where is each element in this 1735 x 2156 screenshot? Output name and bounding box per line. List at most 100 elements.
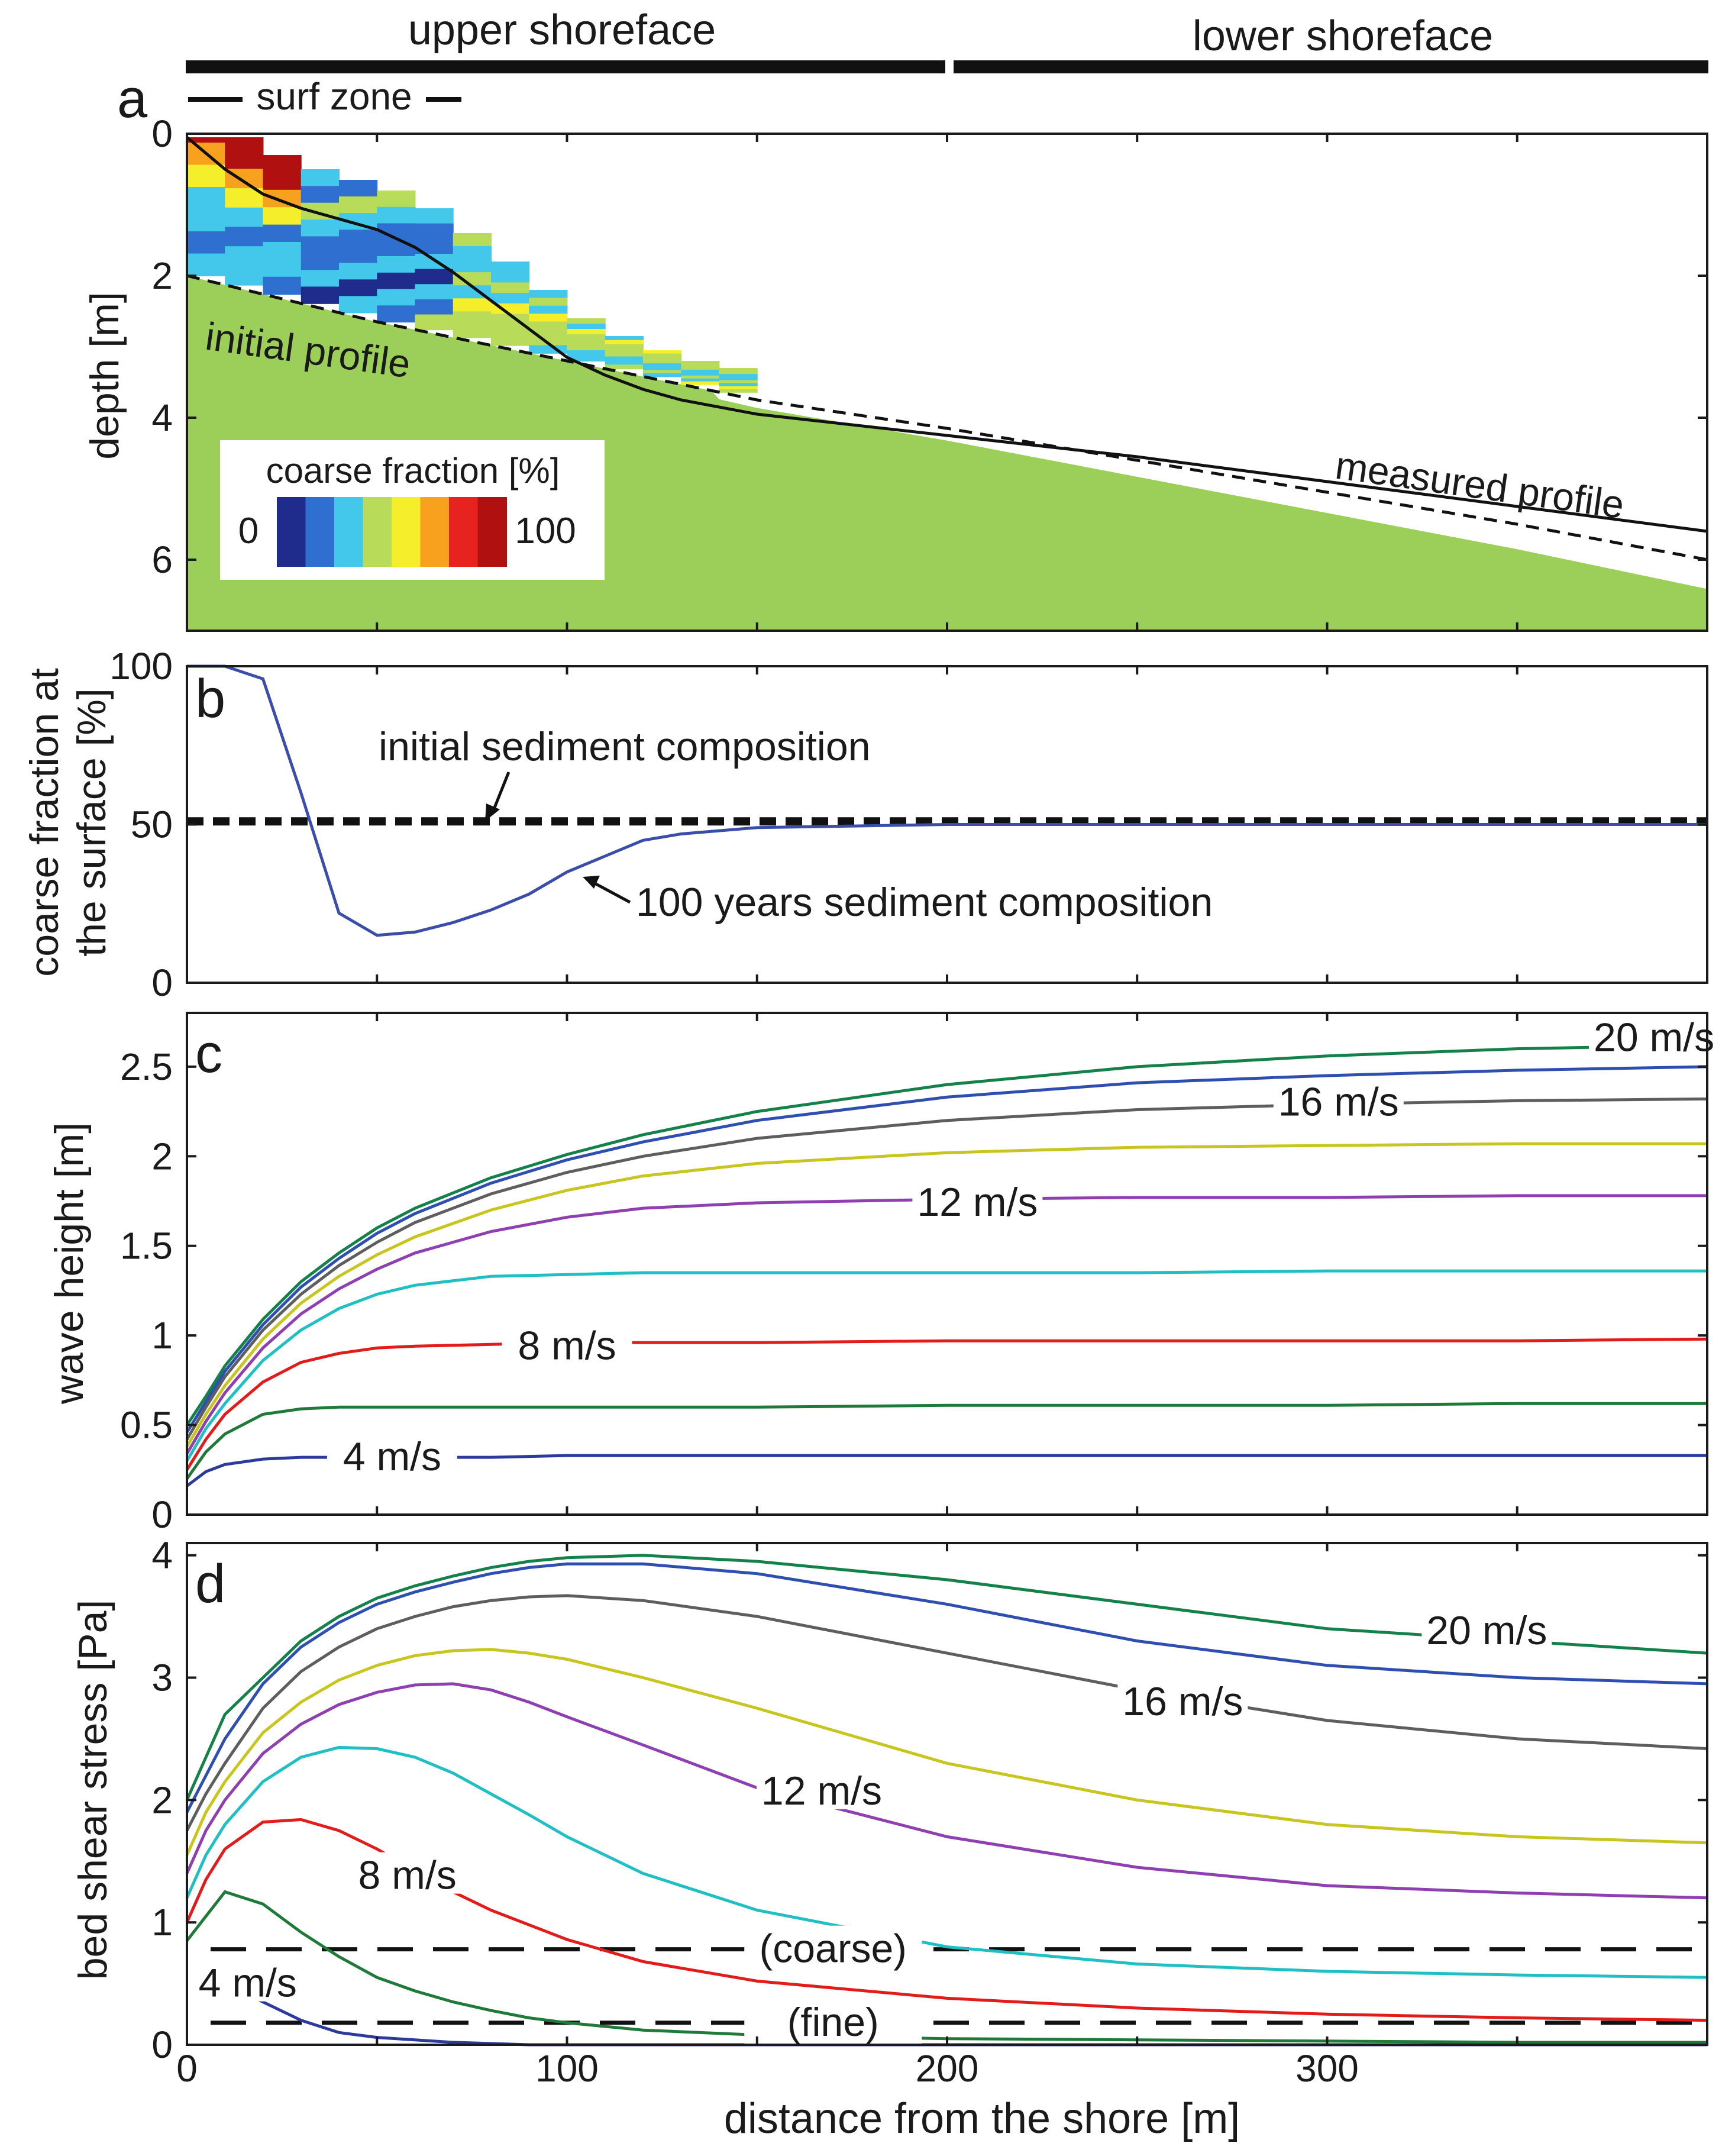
coarse-cell — [453, 233, 492, 247]
panel-d: d bed shear stress [Pa] 4 m/s 8 m/s 12 m/s… — [70, 1534, 1708, 2066]
coarse-cell — [225, 227, 264, 247]
coarse-cell — [339, 246, 378, 264]
coarse-cell — [225, 246, 264, 266]
colorbar-max-label: 100 — [515, 511, 576, 551]
colorbar-swatch — [363, 497, 392, 567]
wind-series-line — [185, 1142, 1707, 1448]
colorbar-swatch — [449, 497, 479, 567]
coarse-cell — [453, 259, 492, 273]
colorbar-swatch — [277, 497, 306, 567]
ytick-label: 4 — [151, 396, 173, 439]
coarse-cell — [605, 348, 644, 353]
coarse-cell — [605, 356, 644, 362]
panel-c-yticks: 0 0.5 1 1.5 2 2.5 — [120, 1013, 1708, 1536]
ytick-label: 100 — [109, 645, 173, 688]
coarse-cell — [567, 345, 606, 351]
shoreface-header: upper shoreface lower shoreface surf zon… — [186, 7, 1708, 118]
series-label: 4 m/s — [199, 1961, 297, 2006]
colorbar-min-label: 0 — [238, 511, 259, 551]
threshold-label-bg — [744, 1999, 922, 2044]
years-composition-line — [187, 664, 1707, 937]
series-label-bg — [182, 1960, 313, 2002]
wind-series-line — [185, 1065, 1708, 1434]
upper-shoreface-label: upper shoreface — [408, 7, 716, 54]
lower-shoreface-label: lower shoreface — [1193, 12, 1493, 60]
colorbar-swatch — [392, 497, 421, 567]
panel-a-letter: a — [117, 69, 148, 129]
coarse-cell — [187, 253, 226, 276]
panel-d-plot: 4 m/s 8 m/s 12 m/s 16 m/s 20 m/s (coarse) (fin… — [182, 1554, 1708, 2047]
coarse-cell — [567, 334, 606, 340]
colorbar-title: coarse fraction [%] — [266, 451, 560, 490]
panel-d-letter: d — [195, 1554, 225, 1614]
coarse-cell — [491, 334, 530, 346]
ytick-label: 0 — [151, 961, 173, 1004]
series-label-bg — [1421, 1607, 1552, 1649]
coarse-cell — [301, 270, 340, 288]
colorbar: coarse fraction [%] 0 100 — [220, 440, 605, 580]
wind-series-line — [186, 1890, 1707, 2044]
series-label: 12 m/s — [761, 1768, 882, 1813]
ytick-label: 3 — [151, 1657, 173, 1699]
surf-zone-label: surf zone — [256, 75, 412, 118]
colorbar-swatch — [305, 497, 335, 567]
coarse-cell — [681, 363, 720, 367]
coarse-cell — [643, 360, 682, 364]
coarse-cell — [567, 340, 606, 346]
wind-series-line — [185, 1194, 1707, 1455]
coarse-cell — [567, 329, 606, 335]
measured-profile-line — [186, 136, 1708, 533]
panel-c-plot: 4 m/s 8 m/s 12 m/s 16 m/s 20 m/s — [185, 1014, 1720, 1487]
xtick-label: 0 — [176, 2047, 198, 2090]
wind-series-line — [185, 1269, 1707, 1462]
series-label: 16 m/s — [1278, 1079, 1399, 1124]
coarse-cell — [339, 230, 378, 247]
coarse-cell — [263, 224, 302, 243]
coarse-cell — [187, 231, 226, 254]
coarse-cell — [301, 253, 340, 271]
ytick-label: 2.5 — [120, 1045, 173, 1088]
wind-series-line — [185, 1682, 1708, 1900]
coarse-cell — [225, 265, 264, 286]
wind-series-line — [185, 1337, 1708, 1471]
coarse-cell — [377, 256, 416, 273]
threshold-label-bg — [744, 1925, 922, 1971]
series-label: 20 m/s — [1426, 1608, 1547, 1653]
coarse-cell — [263, 207, 302, 225]
coarse-cell — [605, 336, 644, 341]
coarse-cell — [567, 324, 606, 330]
ytick-label: 2 — [151, 1135, 173, 1177]
coarse-cell — [567, 350, 606, 356]
coarse-cell — [415, 223, 454, 240]
ytick-label: 0 — [151, 2023, 173, 2066]
series-label: 16 m/s — [1122, 1679, 1243, 1724]
panel-c: c wave height [m] 4 m/s 8 m/s 12 m/s 16 m/s… — [47, 1012, 1720, 1536]
series-label-bg — [1589, 1014, 1720, 1056]
wind-series-line — [185, 1745, 1708, 1979]
coarse-cell — [643, 353, 682, 358]
coarse-cell — [301, 236, 340, 254]
ytick-label: 2 — [151, 254, 173, 297]
coarse-cell — [681, 361, 720, 364]
panel-b-ylabel-line1: coarse fraction at — [22, 668, 67, 977]
ytick-label: 2 — [151, 1779, 173, 1821]
coarse-cell — [491, 293, 530, 304]
wind-series-line — [185, 1818, 1708, 2022]
series-label-bg — [756, 1767, 887, 1809]
panel-a-yticks: 0 2 4 6 — [151, 112, 1708, 631]
panel-b-yticks: 0 50 100 — [109, 645, 1708, 1004]
coarse-cell — [605, 364, 644, 370]
coarse-cell — [225, 149, 264, 170]
coarse-cell — [681, 369, 720, 373]
panel-c-letter: c — [195, 1024, 222, 1084]
wind-series-line — [185, 1402, 1707, 1480]
coarse-cell — [453, 246, 492, 260]
series-label-bg — [1117, 1678, 1248, 1720]
coarse-cell — [301, 169, 340, 187]
series-label-bg — [912, 1179, 1043, 1221]
ytick-label: 0 — [151, 1493, 173, 1536]
series-label: 12 m/s — [917, 1180, 1038, 1225]
coarse-cell — [187, 187, 226, 210]
wind-series-line — [185, 1562, 1708, 1813]
